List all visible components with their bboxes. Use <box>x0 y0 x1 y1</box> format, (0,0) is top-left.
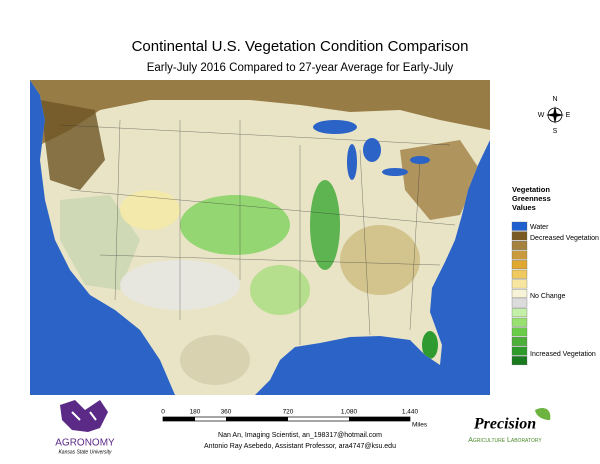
scale-label: 0 <box>161 409 165 416</box>
credit: Antonio Ray Asebedo, Assistant Professor… <box>204 443 396 450</box>
legend-swatch <box>511 221 528 231</box>
legend-title: Vegetation <box>512 185 550 194</box>
compass-n: N <box>552 96 557 103</box>
legend-swatch <box>511 346 528 356</box>
legend-swatch <box>511 250 528 260</box>
university-text: Kansas State University <box>58 449 112 455</box>
title: Continental U.S. Vegetation Condition Co… <box>132 38 469 55</box>
legend-swatch <box>511 289 528 298</box>
scale-label: 1,440 <box>402 409 419 416</box>
legend-label: Decreased Vegetation <box>530 235 599 242</box>
compass-w: W <box>538 112 545 119</box>
legend-swatch <box>511 298 528 308</box>
legend-label: Increased Vegetation <box>530 351 596 358</box>
great-lakes <box>313 120 430 180</box>
legend: Vegetation Greenness Values Water Decrea… <box>511 185 599 366</box>
legend-swatch <box>511 327 528 337</box>
legend-swatch <box>511 279 528 289</box>
compass: N S E W <box>538 96 571 135</box>
legend-swatch <box>511 356 528 366</box>
scale-bar: 0 180 360 720 1,080 1,440 Miles <box>161 409 428 429</box>
map <box>30 80 490 395</box>
compass-e: E <box>566 112 571 119</box>
legend-label: No Change <box>530 293 566 300</box>
legend-swatch <box>511 317 528 327</box>
scale-label: 360 <box>221 409 232 416</box>
legend-swatch <box>511 337 528 346</box>
legend-title: Greenness <box>512 194 551 203</box>
subtitle: Early-July 2016 Compared to 27-year Aver… <box>147 62 454 74</box>
precision-text: Precision <box>473 416 536 433</box>
agronomy-text: AGRONOMY <box>55 438 115 449</box>
legend-title: Values <box>512 203 536 212</box>
scale-label: 720 <box>283 409 294 416</box>
legend-swatch <box>511 269 528 279</box>
compass-s: S <box>553 128 558 135</box>
legend-label: Water <box>530 224 549 231</box>
legend-swatch <box>511 308 528 318</box>
legend-swatch <box>511 231 528 241</box>
legend-swatch <box>511 241 528 250</box>
credit: Nan An, Imaging Scientist, an_198317@hot… <box>218 432 382 439</box>
scale-label: 180 <box>190 409 201 416</box>
agronomy-logo: AGRONOMY Kansas State University <box>55 400 115 455</box>
legend-swatch <box>511 260 528 270</box>
scale-label: 1,080 <box>341 409 358 416</box>
lab-text: Agriculture Laboratory <box>468 437 542 444</box>
precision-logo: Precision Agriculture Laboratory <box>468 408 551 444</box>
scale-unit: Miles <box>412 422 428 429</box>
